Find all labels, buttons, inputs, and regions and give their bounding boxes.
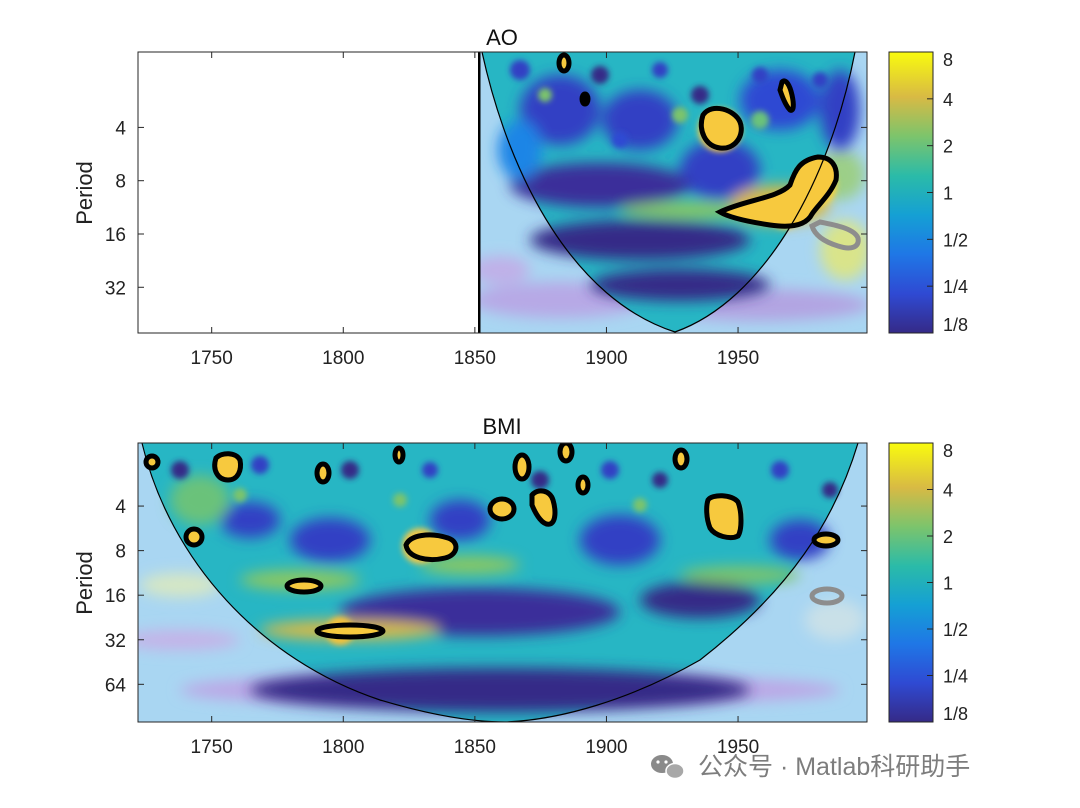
- colorbar-bmi: 1/8 1/4 1/2 1 2 4 8: [888, 441, 968, 724]
- plot-frame-ao: [137, 51, 868, 334]
- plot-frame-bmi: [137, 442, 868, 723]
- chart-title-bmi: BMI: [482, 414, 521, 439]
- colorbar-tick-label-ao-1: 1/4: [943, 277, 968, 297]
- colorbar-tick-label-bmi-5: 4: [943, 481, 953, 501]
- sig-region-bmi-8: [403, 532, 459, 562]
- sig-region-bmi-cone-1: [809, 586, 845, 606]
- colorbar-tick-label-ao-5: 4: [943, 90, 953, 110]
- colorbar-ao-gradient: [888, 51, 934, 334]
- y-tick-label-ao-3: 32: [105, 278, 126, 299]
- sig-region-bmi-5: [284, 577, 324, 595]
- significance-contours-bmi: [143, 443, 841, 640]
- cone-of-influence-bmi: [141, 443, 859, 722]
- sig-region-ao-2: [579, 91, 591, 107]
- wechat-icon: [651, 755, 685, 780]
- sig-region-ao-1: [556, 52, 572, 74]
- colorbar-tick-label-ao-0: 1/8: [943, 315, 968, 335]
- colorbar-tick-label-bmi-1: 1/4: [943, 667, 968, 687]
- colorbar-tick-label-bmi-4: 2: [943, 527, 953, 547]
- sig-region-ao-4: [777, 78, 796, 113]
- colorbar-ao-ticks: 1/8 1/4 1/2 1 2 4 8: [927, 50, 968, 335]
- colorbar-tick-label-ao-4: 2: [943, 137, 953, 157]
- sig-region-bmi-12: [557, 443, 575, 464]
- x-tick-label-ao-3: 1900: [585, 348, 627, 369]
- y-tick-label-bmi-3: 32: [105, 631, 126, 652]
- colorbar-tick-label-bmi-6: 8: [943, 441, 953, 461]
- sig-region-ao-3: [698, 105, 744, 151]
- sig-region-bmi-9: [512, 452, 532, 482]
- y-tick-label-ao-0: 4: [115, 118, 126, 139]
- wavelet-power-bmi: [138, 443, 867, 722]
- y-tick-label-bmi-0: 4: [115, 497, 126, 518]
- coi-interior-ao: [478, 52, 867, 332]
- significance-contours-ao: [556, 52, 839, 229]
- colorbar-tick-label-bmi-3: 1: [943, 574, 953, 594]
- wavelet-power-ao: [478, 52, 867, 333]
- coi-interior-bmi: [142, 443, 858, 722]
- panel-ao: AO Period: [72, 25, 868, 369]
- sig-region-bmi-3: [183, 526, 205, 548]
- sig-region-bmi-7: [392, 445, 406, 465]
- y-tick-label-bmi-4: 64: [105, 675, 127, 696]
- cone-of-influence-ao: [481, 52, 856, 333]
- colorbar-tick-label-ao-6: 8: [943, 50, 953, 70]
- watermark-text: 公众号 · Matlab科研助手: [698, 753, 970, 781]
- sig-region-bmi-6: [314, 622, 386, 640]
- axes-bmi: 1750 1800 1850 1900 1950 4 8 16 32 64: [105, 443, 867, 758]
- sig-region-bmi-15: [704, 493, 744, 541]
- colorbar-tick-label-bmi-2: 1/2: [943, 620, 968, 640]
- chart-title-ao: AO: [486, 25, 518, 50]
- x-tick-label-bmi-1: 1800: [322, 737, 364, 758]
- sig-region-ao-5: [714, 154, 839, 229]
- x-tick-label-bmi-2: 1850: [454, 737, 496, 758]
- panel-bmi: BMI Period: [72, 414, 868, 758]
- colorbar-tick-label-bmi-0: 1/8: [943, 704, 968, 724]
- y-axis-label-bmi: Period: [72, 551, 97, 615]
- colorbar-bmi-gradient: [888, 442, 934, 723]
- sig-region-bmi-16: [811, 531, 841, 549]
- y-tick-label-ao-2: 16: [105, 225, 126, 246]
- sig-region-bmi-2: [212, 451, 243, 483]
- colorbar-tick-label-ao-3: 1: [943, 184, 953, 204]
- y-tick-label-ao-1: 8: [115, 172, 126, 193]
- sig-region-bmi-4: [314, 461, 332, 485]
- y-tick-label-bmi-2: 16: [105, 586, 126, 607]
- colorbar-ao: 1/8 1/4 1/2 1 2 4 8: [888, 50, 968, 335]
- axes-ao: 1750 1800 1850 1900 1950 4 8 16 32: [105, 52, 867, 369]
- x-tick-label-ao-2: 1850: [454, 348, 496, 369]
- sig-region-bmi-11: [529, 488, 558, 527]
- x-tick-label-ao-4: 1950: [717, 348, 759, 369]
- y-axis-label-ao: Period: [72, 161, 97, 225]
- x-tick-label-ao-0: 1750: [191, 348, 233, 369]
- colorbar-bmi-ticks: 1/8 1/4 1/2 1 2 4 8: [927, 441, 968, 724]
- x-tick-label-bmi-0: 1750: [191, 737, 233, 758]
- y-tick-label-bmi-1: 8: [115, 542, 126, 563]
- x-tick-label-bmi-3: 1900: [585, 737, 627, 758]
- x-tick-label-ao-1: 1800: [322, 348, 364, 369]
- sig-region-bmi-13: [575, 474, 591, 496]
- x-tick-label-bmi-4: 1950: [717, 737, 759, 758]
- sig-region-bmi-10: [487, 496, 517, 522]
- watermark: 公众号 · Matlab科研助手: [651, 753, 970, 781]
- sig-region-bmi-1: [143, 453, 161, 471]
- sig-region-ao-cone-1: [808, 219, 861, 251]
- sig-region-bmi-14: [672, 447, 690, 471]
- colorbar-tick-label-ao-2: 1/2: [943, 230, 968, 250]
